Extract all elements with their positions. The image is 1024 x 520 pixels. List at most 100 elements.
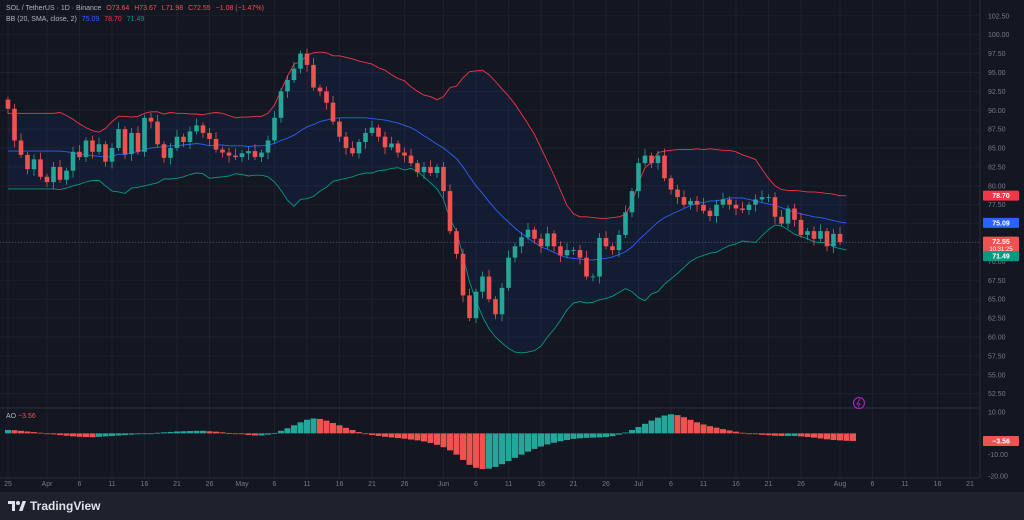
ao-bar xyxy=(362,433,369,435)
ao-axis[interactable]: 10.00 -10.00 -20.00 xyxy=(988,410,1008,481)
ao-bar xyxy=(206,431,213,434)
candle xyxy=(688,200,693,205)
candle xyxy=(265,140,271,153)
candle xyxy=(343,136,349,149)
candle xyxy=(434,166,440,173)
bb-lower-value: 71.49 xyxy=(126,16,145,23)
ao-bar xyxy=(648,420,655,434)
ao-bar xyxy=(733,431,739,434)
band-fill xyxy=(8,52,847,353)
ao-bar xyxy=(336,425,343,434)
ao-bar xyxy=(219,432,226,434)
ao-bar xyxy=(174,431,180,434)
ao-value-label: −3.56 xyxy=(992,438,1010,445)
candle xyxy=(759,197,765,200)
ao-bar xyxy=(564,433,570,440)
candle xyxy=(590,276,596,278)
ao-bar xyxy=(18,430,24,434)
candle xyxy=(324,91,329,103)
candle xyxy=(811,231,817,239)
candle xyxy=(733,204,739,209)
ao-bar xyxy=(681,417,687,434)
ao-bar xyxy=(401,433,408,439)
candle xyxy=(155,121,160,145)
candle xyxy=(291,68,297,81)
ao-bar xyxy=(642,423,648,434)
bb-label: BB (20, SMA, close, 2) xyxy=(6,16,77,23)
candle xyxy=(655,155,661,164)
candle xyxy=(369,127,375,133)
ao-bar xyxy=(531,433,538,449)
ao-bar xyxy=(193,430,200,434)
basis-label: 75.09 xyxy=(992,220,1010,227)
candle xyxy=(187,131,193,142)
ao-bar xyxy=(213,431,219,434)
ao-bar xyxy=(414,433,421,441)
candle xyxy=(174,136,180,149)
ao-bar xyxy=(356,432,362,434)
ao-bar xyxy=(479,433,486,470)
candle xyxy=(135,132,141,152)
time-tick-label: 16 xyxy=(141,481,149,488)
ao-bar xyxy=(102,433,109,437)
candle xyxy=(779,216,784,224)
candle xyxy=(259,152,264,158)
ao-bar xyxy=(466,433,473,465)
candle xyxy=(558,246,563,256)
ao-bar xyxy=(492,433,499,467)
bb-legend[interactable]: BB (20, SMA, close, 2) 75.09 78.70 71.49 xyxy=(6,16,147,23)
ao-bar xyxy=(674,415,681,434)
candle xyxy=(376,127,381,137)
ao-legend[interactable]: AO −3.56 xyxy=(6,413,36,420)
candle xyxy=(766,197,771,198)
ao-bar xyxy=(24,431,31,434)
ao-bar xyxy=(421,433,427,442)
candle xyxy=(519,237,524,247)
legend-change: −1.08 (−1.47%) xyxy=(215,5,264,12)
ao-bar xyxy=(726,430,733,434)
time-axis[interactable]: 25 Apr 6 11 16 21 26 May 6 11 16 21 26 Jun 6 11 16 21 26 Ju… xyxy=(4,481,974,488)
candle xyxy=(792,208,797,220)
ao-bar xyxy=(447,433,453,451)
ao-bar xyxy=(603,433,609,437)
candle xyxy=(746,204,752,211)
price-tick-label: 95.00 xyxy=(988,70,1006,77)
candle xyxy=(38,159,43,177)
tradingview-logo-icon[interactable] xyxy=(8,500,26,512)
price-chart[interactable]: 52.50 55.00 57.50 60.00 62.50 65.00 67.50 70.00… xyxy=(0,0,1024,492)
chart-background xyxy=(0,0,1024,492)
replay-lightning-icon[interactable] xyxy=(852,396,866,410)
time-tick-label: 11 xyxy=(108,481,115,488)
ao-bar xyxy=(148,433,154,435)
ao-bar xyxy=(369,433,375,436)
price-tick-label: 85.00 xyxy=(988,146,1006,153)
ao-bar xyxy=(330,422,336,434)
price-tick-label: 55.00 xyxy=(988,372,1006,379)
symbol-legend[interactable]: SOL / TetherUS · 1D · Binance O73.64 H73… xyxy=(6,5,267,12)
candle xyxy=(304,53,310,65)
time-tick-label: Jul xyxy=(634,481,643,488)
candle xyxy=(142,117,147,152)
candle xyxy=(785,208,791,224)
candle xyxy=(805,231,810,235)
time-tick-label: 11 xyxy=(303,481,310,488)
candle xyxy=(70,151,76,171)
candle xyxy=(571,250,576,251)
ao-tick-label: -20.00 xyxy=(988,473,1008,480)
ao-bar xyxy=(577,433,583,439)
candle xyxy=(460,253,466,296)
candle xyxy=(486,276,492,300)
ao-tick-label: 10.00 xyxy=(988,410,1006,417)
ao-value-label-bg xyxy=(983,435,1019,446)
ao-bar xyxy=(167,431,174,434)
ao-bar xyxy=(505,433,512,461)
ao-bar xyxy=(837,433,843,441)
ao-bar xyxy=(590,433,596,438)
candle xyxy=(603,237,609,247)
ao-bar xyxy=(297,422,304,434)
candle xyxy=(382,136,388,148)
time-tick-label: 16 xyxy=(732,481,740,488)
ao-bar xyxy=(258,433,265,436)
candle xyxy=(330,102,336,122)
